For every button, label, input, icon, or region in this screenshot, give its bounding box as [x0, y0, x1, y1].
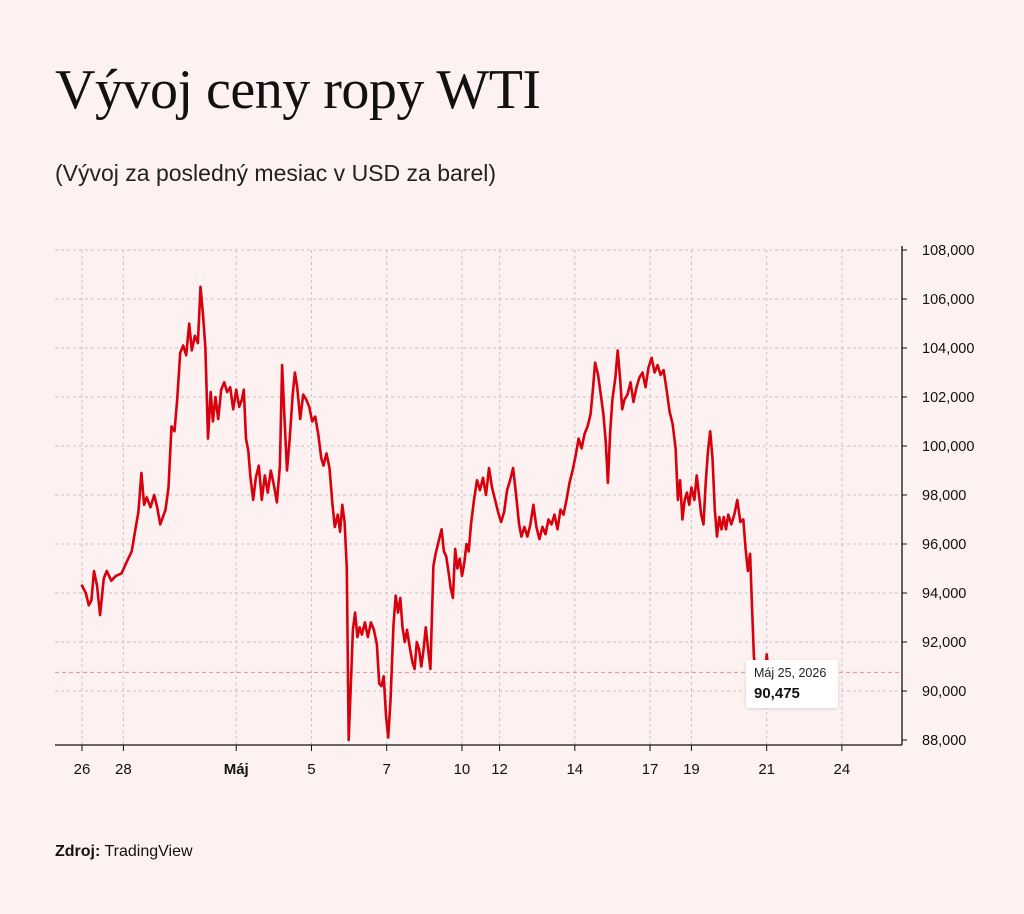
y-tick-label: 102,000 — [922, 390, 974, 406]
x-tick-label: 14 — [566, 761, 583, 778]
x-tick-label: 21 — [758, 761, 775, 778]
chart-title: Vývoj ceny ropy WTI — [55, 59, 541, 121]
y-tick-label: 96,000 — [922, 537, 966, 553]
price-tooltip: Máj 25, 2026 90,475 — [746, 660, 838, 708]
y-tick-label: 104,000 — [922, 341, 974, 357]
x-tick-label: 28 — [115, 761, 132, 778]
y-tick-label: 88,000 — [922, 733, 966, 749]
tooltip-value: 90,475 — [754, 685, 800, 702]
source-value: TradingView — [104, 843, 193, 860]
y-tick-label: 108,000 — [922, 243, 974, 259]
y-tick-label: 106,000 — [922, 292, 974, 308]
y-axis-ticks: 88,000 90,000 92,000 94,000 96,000 98,000 100,… — [902, 243, 974, 749]
x-tick-label: 12 — [491, 761, 508, 778]
y-tick-label: 100,000 — [922, 439, 974, 455]
x-tick-label: 24 — [834, 761, 851, 778]
y-tick-label: 92,000 — [922, 635, 966, 651]
chart-subtitle: (Vývoj za posledný mesiac v USD za barel… — [55, 160, 496, 186]
x-tick-label: 7 — [383, 761, 391, 778]
y-tick-label: 90,000 — [922, 684, 966, 700]
tooltip-date: Máj 25, 2026 — [754, 666, 827, 680]
x-tick-label: 5 — [307, 761, 315, 778]
y-tick-label: 94,000 — [922, 586, 966, 602]
y-tick-label: 98,000 — [922, 488, 966, 504]
x-tick-label: Máj — [224, 761, 249, 778]
x-axis-ticks: 26 28 Máj 5 7 10 12 14 17 19 21 24 — [74, 745, 851, 778]
x-tick-label: 10 — [454, 761, 471, 778]
source-note: Zdroj: TradingView — [55, 843, 193, 861]
x-tick-label: 26 — [74, 761, 91, 778]
x-tick-label: 17 — [642, 761, 659, 778]
x-tick-label: 19 — [683, 761, 700, 778]
price-series-line[interactable] — [80, 285, 772, 742]
source-label: Zdroj: — [55, 843, 101, 860]
